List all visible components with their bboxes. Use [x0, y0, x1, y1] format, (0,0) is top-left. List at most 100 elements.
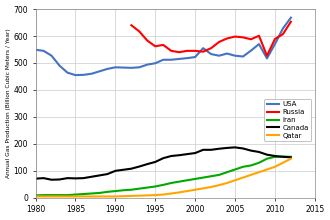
Russia — [257, 35, 261, 37]
Russia — [209, 47, 213, 50]
Canada — [249, 149, 253, 152]
Canada — [257, 151, 261, 153]
USA — [193, 56, 197, 58]
Iran — [153, 185, 157, 188]
Qatar — [137, 194, 141, 197]
USA — [161, 59, 165, 61]
Y-axis label: Annual Gas Production (Billion Cubic Meters / Year): Annual Gas Production (Billion Cubic Met… — [6, 29, 11, 178]
Qatar — [129, 195, 133, 197]
USA — [121, 66, 125, 69]
Qatar — [82, 195, 85, 198]
USA — [129, 66, 133, 69]
Qatar — [273, 165, 277, 168]
Iran — [114, 190, 117, 192]
Canada — [241, 147, 245, 150]
Qatar — [34, 195, 38, 198]
Qatar — [153, 194, 157, 196]
Iran — [225, 171, 229, 174]
USA — [273, 43, 277, 45]
Qatar — [50, 195, 53, 198]
Qatar — [201, 187, 205, 190]
Iran — [105, 191, 109, 193]
Qatar — [241, 176, 245, 179]
Qatar — [249, 174, 253, 176]
Qatar — [281, 161, 285, 164]
Line: USA: USA — [36, 18, 291, 75]
Canada — [289, 156, 293, 159]
Qatar — [105, 195, 109, 198]
Iran — [89, 192, 93, 195]
Line: Russia: Russia — [131, 22, 291, 56]
Iran — [66, 194, 70, 196]
Iran — [57, 194, 61, 196]
Russia — [265, 54, 269, 57]
Canada — [66, 177, 70, 180]
Canada — [217, 147, 221, 150]
Russia — [153, 45, 157, 48]
Qatar — [169, 192, 173, 195]
Russia — [289, 20, 293, 23]
USA — [89, 72, 93, 75]
USA — [241, 55, 245, 58]
Qatar — [74, 195, 78, 198]
USA — [82, 73, 85, 76]
Iran — [185, 179, 189, 182]
Canada — [177, 154, 181, 156]
Russia — [217, 41, 221, 43]
Iran — [265, 157, 269, 160]
Iran — [97, 192, 101, 194]
Russia — [169, 50, 173, 52]
Iran — [281, 155, 285, 158]
Qatar — [177, 191, 181, 194]
Qatar — [97, 195, 101, 198]
Iran — [50, 194, 53, 196]
Iran — [233, 168, 237, 171]
Iran — [34, 194, 38, 197]
Qatar — [145, 194, 149, 197]
Canada — [145, 163, 149, 165]
Canada — [273, 155, 277, 157]
Canada — [201, 148, 205, 151]
Russia — [249, 38, 253, 40]
Canada — [137, 165, 141, 168]
Qatar — [209, 186, 213, 188]
USA — [66, 71, 70, 74]
Russia — [241, 36, 245, 39]
USA — [217, 54, 221, 57]
Qatar — [121, 195, 125, 198]
Canada — [161, 157, 165, 160]
Qatar — [193, 188, 197, 191]
Canada — [121, 169, 125, 171]
Canada — [193, 152, 197, 154]
USA — [137, 66, 141, 69]
Qatar — [114, 195, 117, 198]
Canada — [233, 146, 237, 149]
USA — [97, 70, 101, 73]
USA — [57, 64, 61, 67]
Iran — [169, 182, 173, 184]
Line: Canada: Canada — [36, 147, 291, 180]
Canada — [57, 178, 61, 181]
Iran — [42, 194, 46, 196]
Canada — [225, 147, 229, 149]
Iran — [209, 175, 213, 178]
Iran — [249, 164, 253, 167]
Canada — [105, 173, 109, 175]
Canada — [185, 153, 189, 156]
USA — [145, 63, 149, 66]
USA — [74, 74, 78, 76]
Iran — [145, 186, 149, 189]
Legend: USA, Russia, Iran, Canada, Qatar: USA, Russia, Iran, Canada, Qatar — [264, 99, 311, 141]
Qatar — [161, 193, 165, 196]
Canada — [97, 174, 101, 177]
Canada — [42, 177, 46, 180]
USA — [225, 52, 229, 55]
USA — [185, 57, 189, 59]
USA — [177, 58, 181, 60]
Canada — [34, 177, 38, 180]
Line: Iran: Iran — [36, 157, 291, 195]
Russia — [273, 38, 277, 40]
Russia — [177, 51, 181, 53]
Iran — [201, 176, 205, 179]
Russia — [225, 37, 229, 40]
